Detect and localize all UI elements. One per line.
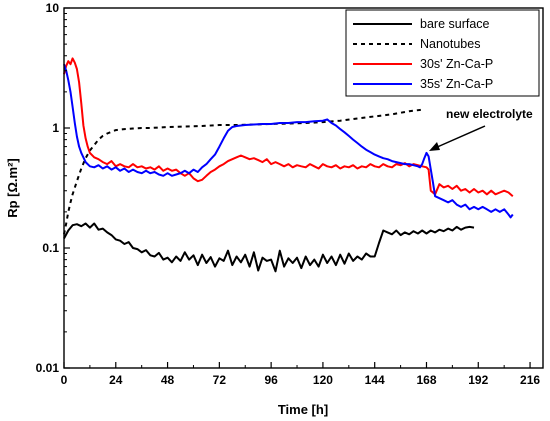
annotation-arrow-shaft: [434, 125, 486, 149]
annotation-arrow-head: [429, 142, 440, 151]
x-axis-label: Time [h]: [278, 402, 328, 417]
legend-entries: bare surface Nanotubes 30s' Zn-Ca-P 35s' Zn…: [353, 17, 493, 91]
x-tick-labels: 0 24 48 72 96 120 144 168 192 216: [61, 373, 541, 387]
y-tick-label: 10: [46, 1, 60, 15]
x-tick-label: 144: [365, 373, 385, 387]
annotation-new-electrolyte: new electrolyte: [446, 107, 533, 121]
x-tick-label: 24: [109, 373, 123, 387]
y-tick-label: 0.01: [36, 361, 60, 375]
x-tick-label: 0: [61, 373, 68, 387]
series-line-1: [63, 108, 423, 235]
x-tick-label: 72: [213, 373, 227, 387]
plot-lines: [63, 57, 514, 273]
legend: bare surface Nanotubes 30s' Zn-Ca-P 35s' Zn…: [345, 9, 540, 97]
series-line-3: [63, 63, 514, 219]
legend-label-2: 30s' Zn-Ca-P: [420, 57, 493, 71]
x-tick-label: 120: [313, 373, 333, 387]
legend-label-3: 35s' Zn-Ca-P: [420, 77, 493, 91]
legend-label-0: bare surface: [420, 17, 490, 31]
series-line-2: [63, 57, 514, 197]
y-tick-label: 1: [52, 121, 59, 135]
x-tick-label: 168: [416, 373, 436, 387]
axis-ticks: [63, 7, 531, 369]
y-tick-labels: 0.01 0.1 1 10: [36, 1, 60, 375]
plot-frame: [63, 7, 544, 369]
x-tick-label: 48: [161, 373, 175, 387]
x-tick-label: 216: [520, 373, 540, 387]
x-tick-label: 96: [264, 373, 278, 387]
legend-label-1: Nanotubes: [420, 37, 480, 51]
x-tick-label: 192: [468, 373, 488, 387]
y-axis-label: Rp [Ω.m²]: [5, 158, 20, 218]
y-tick-label: 0.1: [42, 241, 59, 255]
annotation: new electrolyte: [429, 107, 533, 151]
series-line-0: [63, 222, 475, 273]
